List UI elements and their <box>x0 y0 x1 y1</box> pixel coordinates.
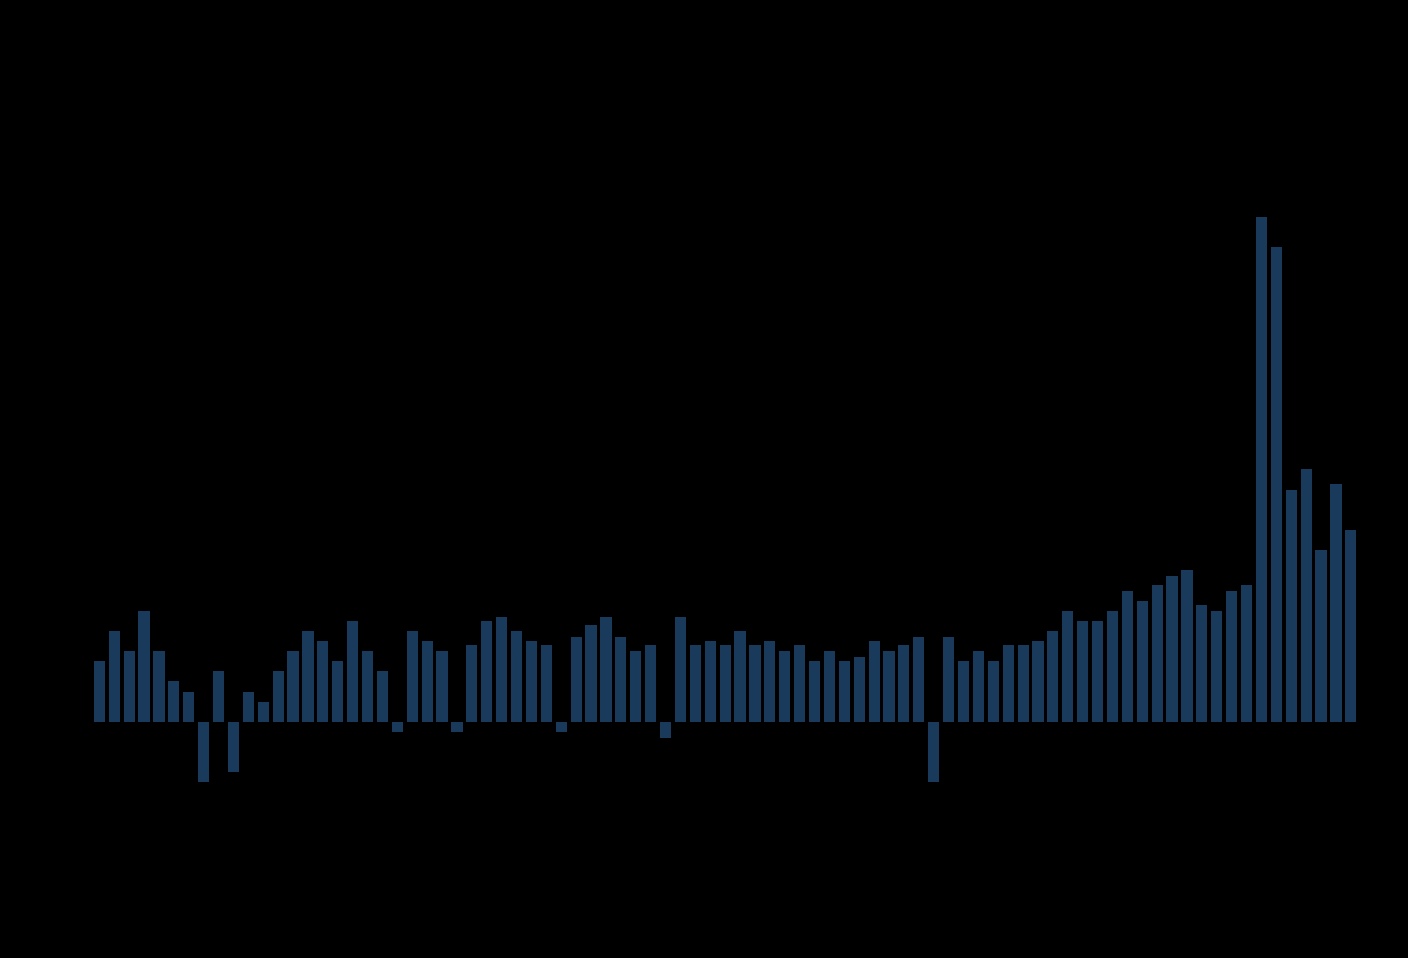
Bar <box>704 641 715 722</box>
Bar <box>407 631 418 722</box>
Bar <box>332 661 344 722</box>
Bar <box>898 645 910 722</box>
Bar <box>1107 611 1118 722</box>
Bar <box>541 645 552 722</box>
Bar <box>810 661 819 722</box>
Bar <box>1093 621 1104 722</box>
Bar <box>570 637 582 722</box>
Bar <box>153 651 165 722</box>
Bar <box>1152 584 1163 722</box>
Bar <box>183 692 194 722</box>
Bar <box>556 722 567 732</box>
Bar <box>1048 631 1059 722</box>
Bar <box>1136 601 1148 722</box>
Bar <box>1002 645 1014 722</box>
Bar <box>362 651 373 722</box>
Bar <box>1226 590 1238 722</box>
Bar <box>615 637 627 722</box>
Bar <box>824 651 835 722</box>
Bar <box>228 722 239 772</box>
Bar <box>1286 490 1297 722</box>
Bar <box>1197 604 1208 722</box>
Bar <box>600 617 611 722</box>
Bar <box>735 631 746 722</box>
Bar <box>242 692 253 722</box>
Bar <box>525 641 536 722</box>
Bar <box>1032 641 1043 722</box>
Bar <box>839 661 850 722</box>
Bar <box>1301 469 1312 722</box>
Bar <box>1018 645 1029 722</box>
Bar <box>377 672 389 722</box>
Bar <box>287 651 298 722</box>
Bar <box>466 645 477 722</box>
Bar <box>779 651 790 722</box>
Bar <box>169 681 179 722</box>
Bar <box>765 641 776 722</box>
Bar <box>1181 570 1193 722</box>
Bar <box>452 722 463 732</box>
Bar <box>1240 584 1252 722</box>
Bar <box>1062 611 1073 722</box>
Bar <box>1331 484 1342 722</box>
Bar <box>346 621 358 722</box>
Bar <box>1211 611 1222 722</box>
Bar <box>124 651 135 722</box>
Bar <box>749 645 760 722</box>
Bar <box>957 661 969 722</box>
Bar <box>943 637 955 722</box>
Bar <box>928 722 939 783</box>
Bar <box>631 651 641 722</box>
Bar <box>213 672 224 722</box>
Bar <box>138 611 149 722</box>
Bar <box>391 722 403 732</box>
Bar <box>690 645 701 722</box>
Bar <box>914 637 925 722</box>
Bar <box>108 631 120 722</box>
Bar <box>1271 247 1281 722</box>
Bar <box>482 621 493 722</box>
Bar <box>883 651 894 722</box>
Bar <box>1077 621 1088 722</box>
Bar <box>317 641 328 722</box>
Bar <box>496 617 507 722</box>
Bar <box>660 722 672 738</box>
Bar <box>1315 550 1326 722</box>
Bar <box>511 631 522 722</box>
Bar <box>645 645 656 722</box>
Bar <box>674 617 686 722</box>
Bar <box>303 631 314 722</box>
Bar <box>719 645 731 722</box>
Bar <box>1122 590 1133 722</box>
Bar <box>199 722 210 783</box>
Bar <box>1166 577 1177 722</box>
Bar <box>853 657 865 722</box>
Bar <box>94 661 106 722</box>
Bar <box>1256 217 1267 722</box>
Bar <box>436 651 448 722</box>
Bar <box>987 661 998 722</box>
Bar <box>869 641 880 722</box>
Bar <box>1345 530 1356 722</box>
Bar <box>421 641 432 722</box>
Bar <box>973 651 984 722</box>
Bar <box>794 645 805 722</box>
Bar <box>258 701 269 722</box>
Bar <box>586 625 597 722</box>
Bar <box>273 672 284 722</box>
